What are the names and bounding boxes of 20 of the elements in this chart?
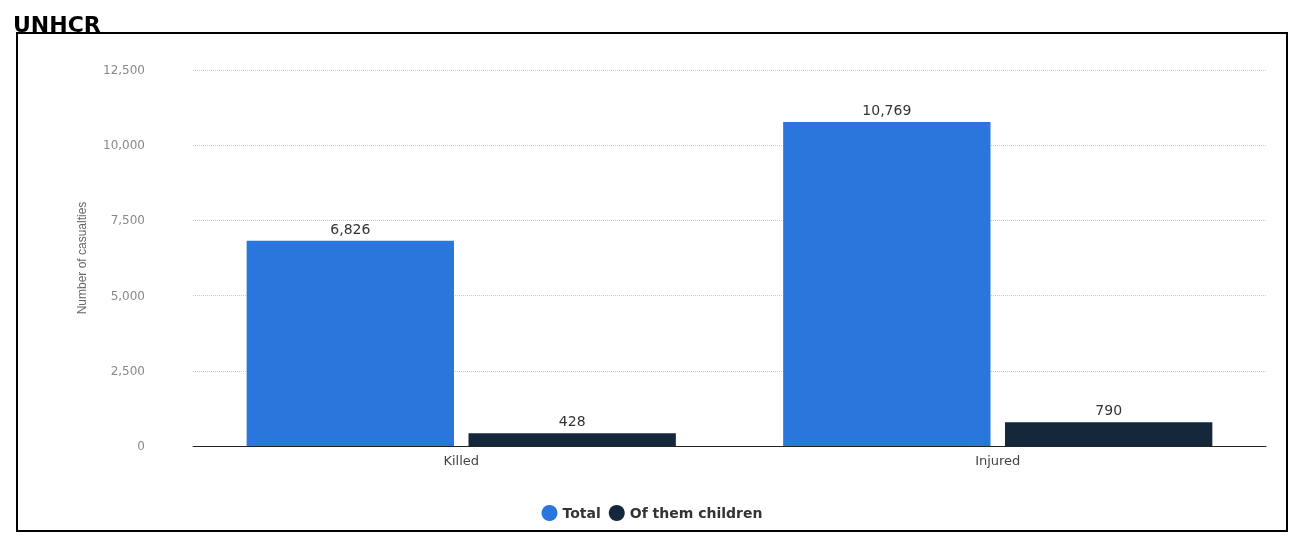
y-tick-label: 0: [137, 439, 145, 453]
chart-title: UNHCR: [13, 11, 101, 37]
legend-label: Total: [562, 505, 601, 521]
bar: [246, 240, 454, 446]
y-axis-title: Number of casualties: [75, 201, 89, 315]
data-label: 790: [1095, 402, 1123, 419]
data-label: 6,826: [330, 220, 371, 237]
bar: [1005, 422, 1213, 446]
y-tick-label: 12,500: [103, 63, 145, 77]
y-tick-label: 7,500: [110, 213, 145, 228]
y-tick-label: 5,000: [110, 288, 145, 303]
y-tick-label: 10,000: [103, 138, 145, 153]
x-tick-label: Injured: [975, 453, 1021, 468]
legend-label: Of them children: [629, 505, 763, 521]
bar: [783, 122, 991, 446]
data-label: 10,769: [862, 102, 912, 119]
y-tick-label: 2,500: [110, 363, 145, 378]
x-tick-label: Killed: [443, 453, 480, 468]
data-label: 428: [558, 413, 586, 430]
bar: [468, 433, 676, 446]
